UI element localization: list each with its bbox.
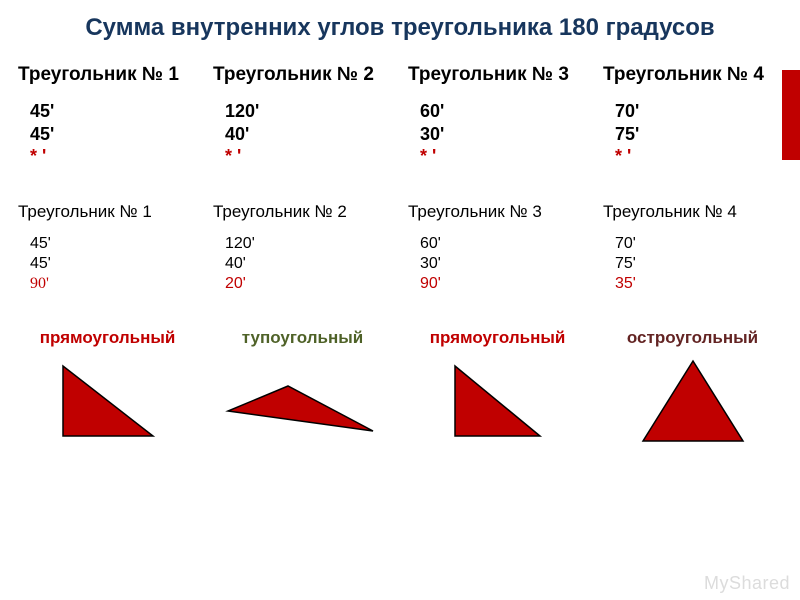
- triangle-icon: [53, 356, 163, 446]
- angle: 40': [213, 123, 392, 146]
- row1-grid: Треугольник № 1 45' 45' * ' Треугольник …: [0, 64, 800, 168]
- shapes-row: [0, 356, 800, 446]
- row2-cell-1: Треугольник № 1 45' 45' 90': [10, 202, 205, 294]
- shape-cell-2: [205, 356, 400, 446]
- row1-cell-2: Треугольник № 2 120' 40' * ': [205, 64, 400, 168]
- angle: 120': [213, 234, 392, 254]
- tri-title: Треугольник № 1: [18, 202, 197, 222]
- type-row: прямоугольный тупоугольный прямоугольный…: [0, 328, 800, 348]
- row2-grid: Треугольник № 1 45' 45' 90' Треугольник …: [0, 202, 800, 294]
- angle: 30': [408, 123, 587, 146]
- tri-title: Треугольник № 4: [603, 64, 782, 86]
- angle: 75': [603, 254, 782, 274]
- angle: 120': [213, 100, 392, 123]
- shape-cell-3: [400, 356, 595, 446]
- angle: 60': [408, 100, 587, 123]
- triangle-icon: [445, 356, 550, 446]
- tri-title: Треугольник № 4: [603, 202, 782, 222]
- shape-cell-1: [10, 356, 205, 446]
- angle-unknown: * ': [408, 145, 587, 168]
- angle: 60': [408, 234, 587, 254]
- row1-cell-1: Треугольник № 1 45' 45' * ': [10, 64, 205, 168]
- angle-answer: 90': [18, 274, 197, 294]
- angle: 40': [213, 254, 392, 274]
- page-title: Сумма внутренних углов треугольника 180 …: [0, 0, 800, 42]
- angle: 45': [18, 234, 197, 254]
- tri-title: Треугольник № 3: [408, 64, 587, 86]
- row1-cell-4: Треугольник № 4 70' 75' * ': [595, 64, 790, 168]
- angle-unknown: * ': [213, 145, 392, 168]
- tri-title: Треугольник № 2: [213, 64, 392, 86]
- row2-cell-2: Треугольник № 2 120' 40' 20': [205, 202, 400, 294]
- type-label: прямоугольный: [10, 328, 205, 348]
- tri-title: Треугольник № 2: [213, 202, 392, 222]
- watermark: MyShared: [704, 573, 790, 594]
- tri-title: Треугольник № 1: [18, 64, 197, 86]
- triangle-icon: [638, 356, 748, 446]
- angle-answer: 90': [408, 274, 587, 294]
- shape-cell-4: [595, 356, 790, 446]
- angle: 70': [603, 100, 782, 123]
- angle: 45': [18, 254, 197, 274]
- row1-cell-3: Треугольник № 3 60' 30' * ': [400, 64, 595, 168]
- triangle-icon: [223, 356, 383, 446]
- type-label: тупоугольный: [205, 328, 400, 348]
- tri-title: Треугольник № 3: [408, 202, 587, 222]
- angle-answer: 35': [603, 274, 782, 294]
- angle: 75': [603, 123, 782, 146]
- angle-unknown: * ': [603, 145, 782, 168]
- angle-unknown: * ': [18, 145, 197, 168]
- accent-bar: [782, 70, 800, 160]
- angle: 30': [408, 254, 587, 274]
- angle: 45': [18, 100, 197, 123]
- angle-answer: 20': [213, 274, 392, 294]
- row2-cell-4: Треугольник № 4 70' 75' 35': [595, 202, 790, 294]
- row2-cell-3: Треугольник № 3 60' 30' 90': [400, 202, 595, 294]
- angle: 45': [18, 123, 197, 146]
- type-label: прямоугольный: [400, 328, 595, 348]
- angle: 70': [603, 234, 782, 254]
- type-label: остроугольный: [595, 328, 790, 348]
